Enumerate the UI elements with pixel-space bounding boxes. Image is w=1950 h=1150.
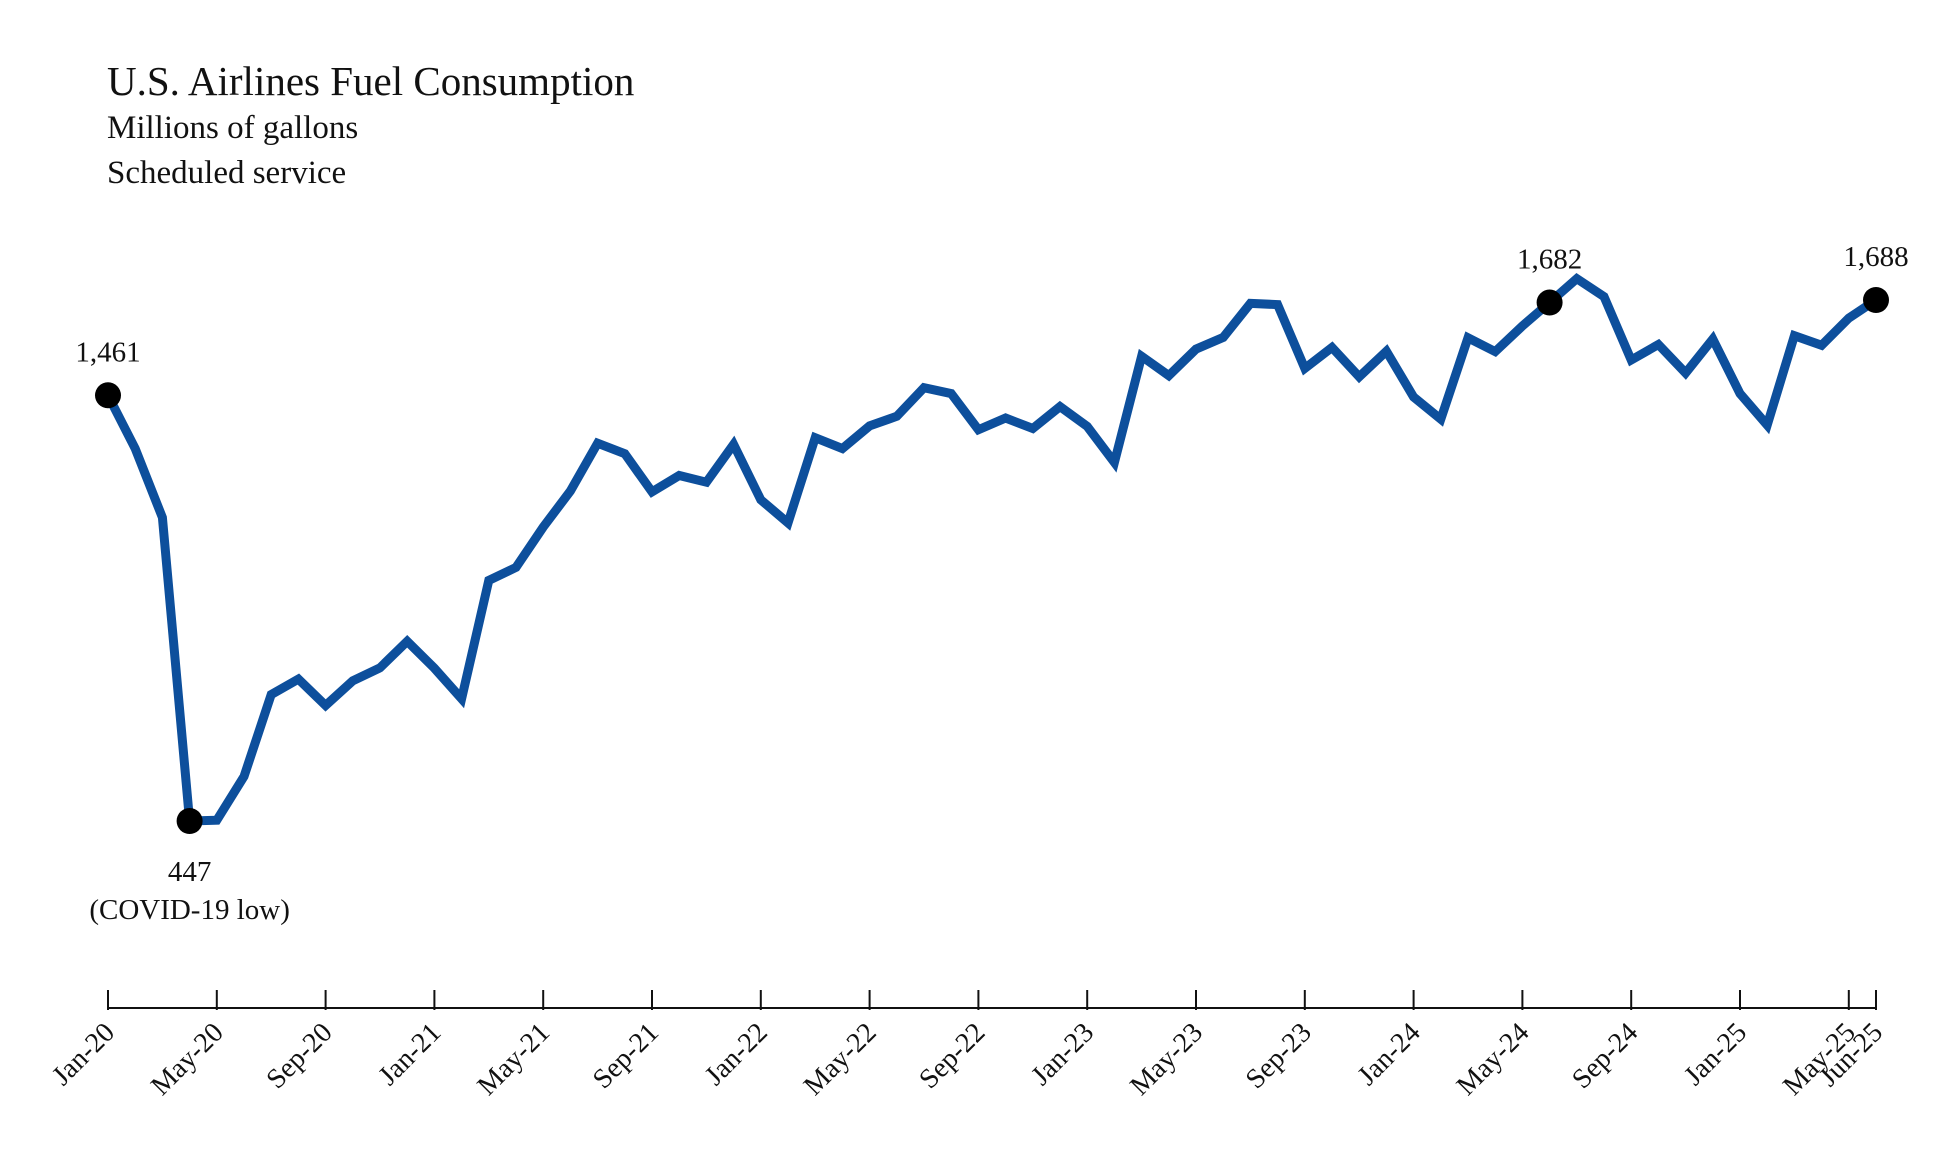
data-point — [1792, 334, 1796, 338]
data-point — [1085, 424, 1089, 428]
data-point — [1602, 295, 1606, 299]
data-point — [351, 679, 355, 683]
data-point — [786, 521, 790, 525]
x-tick-label: Sep-23 — [1240, 1017, 1318, 1095]
data-point — [677, 473, 681, 477]
chart-titles: U.S. Airlines Fuel Consumption Millions … — [107, 56, 634, 196]
data-point — [514, 565, 518, 569]
data-point — [1167, 374, 1171, 378]
annotation-labels: 1,461 447 (COVID-19 low) 1,682 1,688 — [75, 241, 1908, 926]
data-point — [759, 498, 763, 502]
data-point — [133, 447, 137, 451]
data-point — [1248, 301, 1252, 305]
data-point — [487, 578, 491, 582]
data-point — [1058, 405, 1062, 409]
x-tick-label: Jan-21 — [373, 1017, 448, 1092]
data-point — [296, 677, 300, 681]
annotation-marker — [176, 808, 203, 834]
annotation-marker — [95, 382, 121, 409]
data-point — [1004, 416, 1008, 420]
annotation-label: 1,461 — [75, 336, 140, 368]
series-layer — [103, 272, 1881, 826]
data-point — [1357, 375, 1361, 379]
data-point — [922, 386, 926, 390]
annotation-label: 1,682 — [1517, 244, 1582, 276]
x-tick-label: Sep-22 — [913, 1017, 991, 1095]
x-tick-label: Jan-22 — [699, 1017, 774, 1092]
data-point — [704, 480, 708, 484]
data-point — [1276, 303, 1280, 307]
x-tick-label: May-21 — [472, 1017, 557, 1102]
annotation-marker — [1536, 289, 1563, 316]
data-point — [1520, 324, 1524, 328]
x-axis: Jan-20 May-20 Sep-20 Jan-21 May-21 Sep-21 Jan-… — [46, 990, 1889, 1102]
data-point — [1221, 335, 1225, 339]
data-point — [1820, 343, 1824, 347]
x-tick-label: Sep-21 — [587, 1017, 665, 1095]
data-point — [1765, 423, 1769, 427]
x-tick-label: Sep-24 — [1566, 1017, 1644, 1095]
data-point — [242, 774, 246, 778]
chart-subtitle-service: Scheduled service — [107, 155, 347, 191]
x-tick-label: Jan-24 — [1352, 1017, 1427, 1092]
x-tick-label: Jan-20 — [46, 1017, 121, 1092]
annotation-label: (COVID-19 low) — [89, 894, 290, 926]
data-point — [623, 452, 627, 456]
data-point — [949, 392, 953, 396]
data-point — [813, 436, 817, 440]
data-point — [432, 666, 436, 670]
data-point — [1439, 417, 1443, 421]
data-point — [1629, 358, 1633, 362]
x-tick-label: May-22 — [798, 1017, 883, 1102]
x-tick-label: May-20 — [145, 1017, 230, 1102]
data-point — [895, 414, 899, 418]
annotation-label: 1,688 — [1843, 241, 1908, 273]
data-point — [596, 441, 600, 445]
data-point — [1847, 316, 1851, 320]
data-point — [1466, 336, 1470, 340]
x-tick-label: Jan-25 — [1678, 1017, 1753, 1092]
data-point — [868, 424, 872, 428]
chart-subtitle-units: Millions of gallons — [107, 110, 359, 146]
annotation-label: 447 — [168, 856, 212, 888]
data-point — [1112, 460, 1116, 464]
annotation-markers — [95, 287, 1889, 834]
data-point — [568, 489, 572, 493]
data-point — [1303, 366, 1307, 370]
data-point — [1493, 350, 1497, 354]
data-point — [378, 666, 382, 670]
data-point — [1711, 337, 1715, 341]
x-tick-label: Sep-20 — [261, 1017, 339, 1095]
data-point — [1140, 354, 1144, 358]
data-point — [840, 447, 844, 451]
data-point — [732, 442, 736, 446]
data-point — [460, 697, 464, 701]
data-point — [215, 818, 219, 822]
annotation-marker — [1863, 287, 1889, 313]
data-point — [405, 639, 409, 643]
data-point — [1412, 395, 1416, 399]
x-tick-label: May-23 — [1124, 1017, 1209, 1102]
x-tick-label: Jan-23 — [1025, 1017, 1100, 1092]
data-point — [1330, 345, 1334, 349]
data-point — [1384, 349, 1388, 353]
data-point — [541, 525, 545, 529]
data-point — [1684, 371, 1688, 375]
data-point — [976, 428, 980, 432]
data-point — [1738, 392, 1742, 396]
data-point — [650, 490, 654, 494]
data-point — [324, 704, 328, 708]
data-point — [269, 693, 273, 697]
data-point — [1656, 343, 1660, 347]
x-tick-label: May-24 — [1451, 1017, 1536, 1102]
chart-title: U.S. Airlines Fuel Consumption — [107, 58, 635, 104]
series-line-fuel-consumption — [103, 272, 1881, 826]
data-point — [1031, 426, 1035, 430]
data-point — [1575, 277, 1579, 281]
data-point — [160, 515, 164, 519]
data-point — [1194, 347, 1198, 351]
